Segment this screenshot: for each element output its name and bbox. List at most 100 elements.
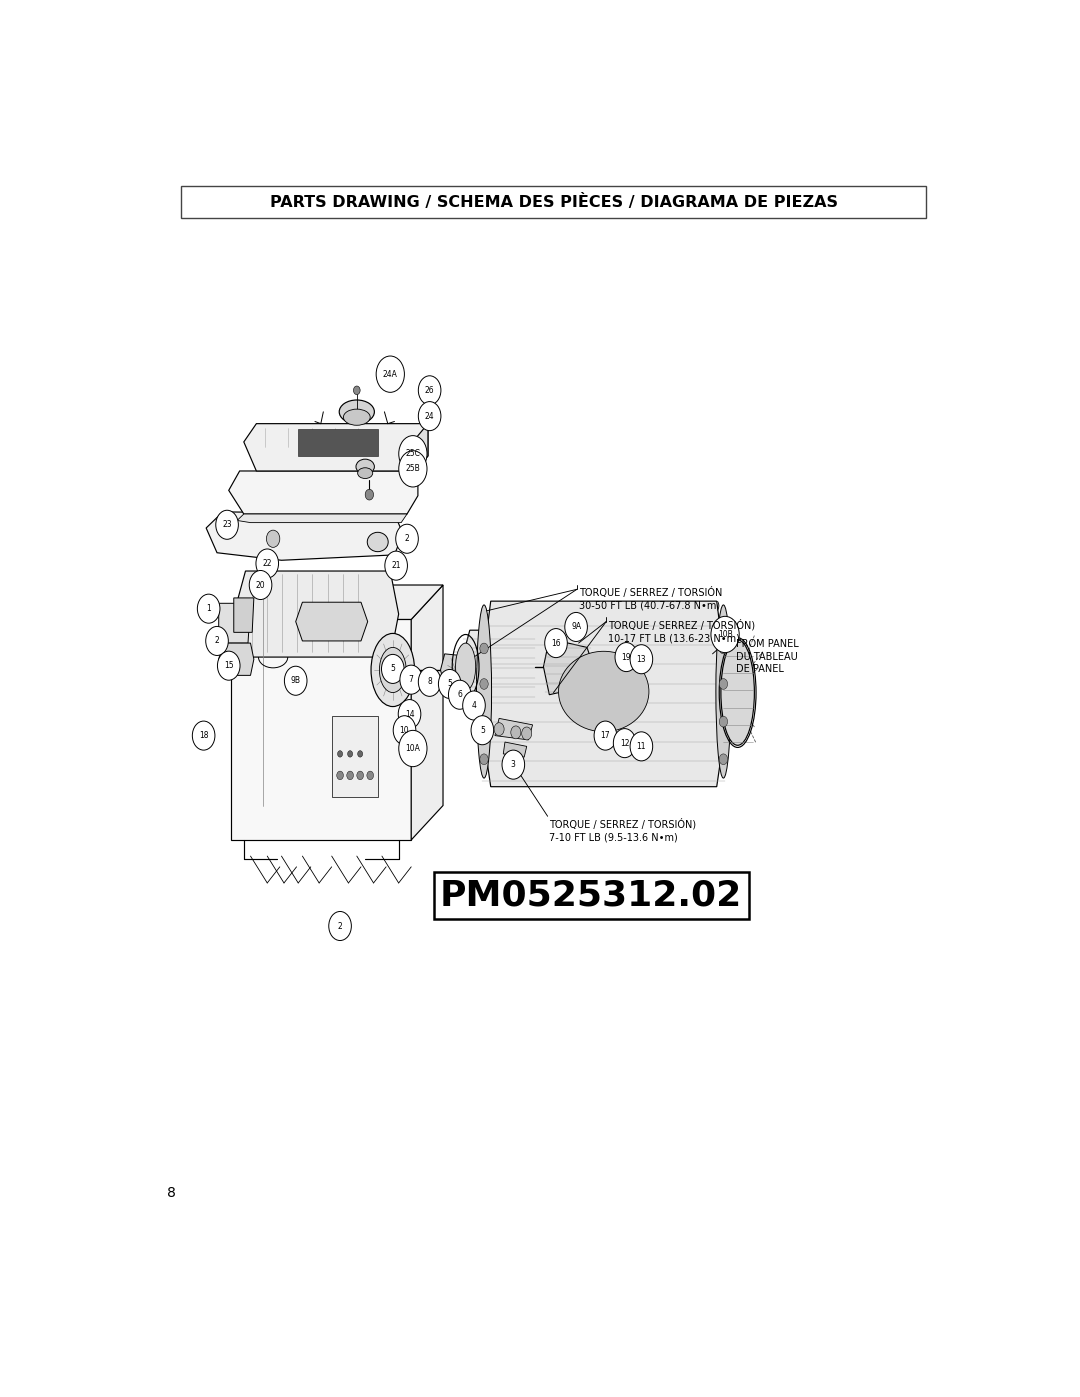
Polygon shape [411,585,443,840]
Text: 24A: 24A [382,370,397,379]
Circle shape [480,717,488,726]
Circle shape [630,732,652,761]
Text: 21: 21 [391,562,401,570]
Text: 2: 2 [405,534,409,543]
Text: TORQUE / SERREZ / TORSIÓN)
10-17 FT LB (13.6-23 N•m): TORQUE / SERREZ / TORSIÓN) 10-17 FT LB (… [608,619,755,644]
Text: TORQUE / SERREZ / TORSIÓN)
7-10 FT LB (9.5-13.6 N•m): TORQUE / SERREZ / TORSIÓN) 7-10 FT LB (9… [550,819,697,842]
Text: FROM PANEL
DU TABLEAU
DE PANEL: FROM PANEL DU TABLEAU DE PANEL [735,638,799,675]
Circle shape [418,376,441,405]
Circle shape [217,651,240,680]
Circle shape [719,754,728,764]
Text: PARTS DRAWING / SCHEMA DES PIÈCES / DIAGRAMA DE PIEZAS: PARTS DRAWING / SCHEMA DES PIÈCES / DIAG… [270,194,837,210]
Text: 10A: 10A [405,745,420,753]
Text: 10B: 10B [718,630,732,638]
Polygon shape [441,654,470,686]
Text: 15: 15 [224,661,233,671]
Text: 1: 1 [206,604,211,613]
Circle shape [480,643,488,654]
Bar [298,429,378,455]
Circle shape [502,750,525,780]
Text: 14: 14 [405,710,415,718]
Circle shape [719,643,728,654]
Text: TORQUE / SERREZ / TORSIÓN
30-50 FT LB (40.7-67.8 N•m): TORQUE / SERREZ / TORSIÓN 30-50 FT LB (4… [579,587,723,610]
Circle shape [384,552,407,580]
Circle shape [711,616,739,652]
Polygon shape [244,423,428,471]
Text: 12: 12 [620,739,630,747]
Text: PM0525312.02: PM0525312.02 [440,879,742,912]
Polygon shape [543,638,594,694]
Text: 18: 18 [199,731,208,740]
Circle shape [393,715,416,745]
Polygon shape [238,514,407,522]
Ellipse shape [343,409,370,425]
Polygon shape [229,471,418,514]
Text: 9B: 9B [291,676,300,686]
Ellipse shape [357,468,373,479]
Text: 23: 23 [222,520,232,529]
Text: 4: 4 [472,701,476,710]
Circle shape [438,669,461,698]
Circle shape [399,700,421,729]
Ellipse shape [716,605,731,778]
Text: 9A: 9A [571,623,581,631]
Circle shape [353,386,360,394]
Circle shape [338,750,342,757]
Circle shape [400,665,422,694]
Ellipse shape [372,633,415,707]
Ellipse shape [476,605,491,778]
Circle shape [594,721,617,750]
Circle shape [418,401,441,430]
Polygon shape [495,718,532,740]
Ellipse shape [339,400,375,423]
Circle shape [249,570,272,599]
Circle shape [399,451,427,488]
Polygon shape [218,643,254,675]
Circle shape [480,754,488,764]
Polygon shape [296,602,367,641]
Text: 10: 10 [400,725,409,735]
Text: 7: 7 [408,675,414,685]
Circle shape [256,549,279,578]
Text: 16: 16 [551,638,561,648]
Circle shape [565,612,588,641]
Circle shape [216,510,239,539]
Ellipse shape [356,460,375,474]
Ellipse shape [721,640,754,745]
Ellipse shape [367,532,388,552]
Circle shape [284,666,307,696]
Text: 6: 6 [457,690,462,700]
Text: 20: 20 [256,581,266,590]
Circle shape [480,679,488,689]
Polygon shape [218,604,251,643]
Circle shape [471,715,494,745]
Text: 25C: 25C [405,450,420,458]
Text: 22: 22 [262,559,272,569]
Polygon shape [206,511,403,560]
Circle shape [418,668,441,696]
Bar [181,186,926,218]
Circle shape [337,771,343,780]
Polygon shape [503,742,527,757]
Circle shape [365,489,374,500]
Circle shape [719,717,728,726]
Text: 3: 3 [511,760,516,770]
Circle shape [367,771,374,780]
Circle shape [494,722,504,736]
Text: 8: 8 [428,678,432,686]
Circle shape [395,524,418,553]
Circle shape [328,911,351,940]
Text: 11: 11 [636,742,646,750]
Text: 5: 5 [447,679,453,689]
Ellipse shape [387,661,400,680]
Circle shape [719,679,728,689]
Circle shape [205,626,228,655]
Ellipse shape [558,651,649,732]
Polygon shape [416,423,428,471]
Polygon shape [478,601,729,787]
Text: 24: 24 [424,412,434,420]
Polygon shape [231,619,411,840]
Circle shape [356,771,364,780]
Bar [332,717,378,796]
Polygon shape [460,630,535,703]
